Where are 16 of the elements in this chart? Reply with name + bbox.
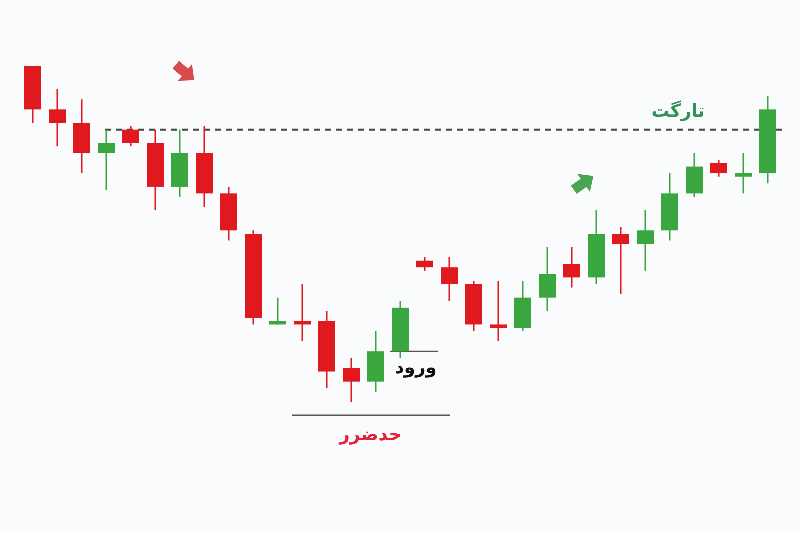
candlestick xyxy=(539,246,556,312)
candlestick xyxy=(490,280,507,342)
candlestick xyxy=(564,246,580,289)
ref-line-label: حدضرر xyxy=(338,424,402,446)
candlestick xyxy=(637,210,654,272)
candlestick xyxy=(416,256,434,272)
candlestick xyxy=(612,226,630,296)
candlestick xyxy=(49,88,66,148)
ref-line-label: ورود xyxy=(395,358,437,379)
candlestick xyxy=(343,358,360,403)
candlestick xyxy=(122,126,140,148)
candlestick xyxy=(710,159,728,178)
candlestick xyxy=(441,256,458,302)
ref-line-label: تارگت xyxy=(652,100,705,122)
candlestick xyxy=(98,129,115,192)
candlestick xyxy=(735,152,752,194)
